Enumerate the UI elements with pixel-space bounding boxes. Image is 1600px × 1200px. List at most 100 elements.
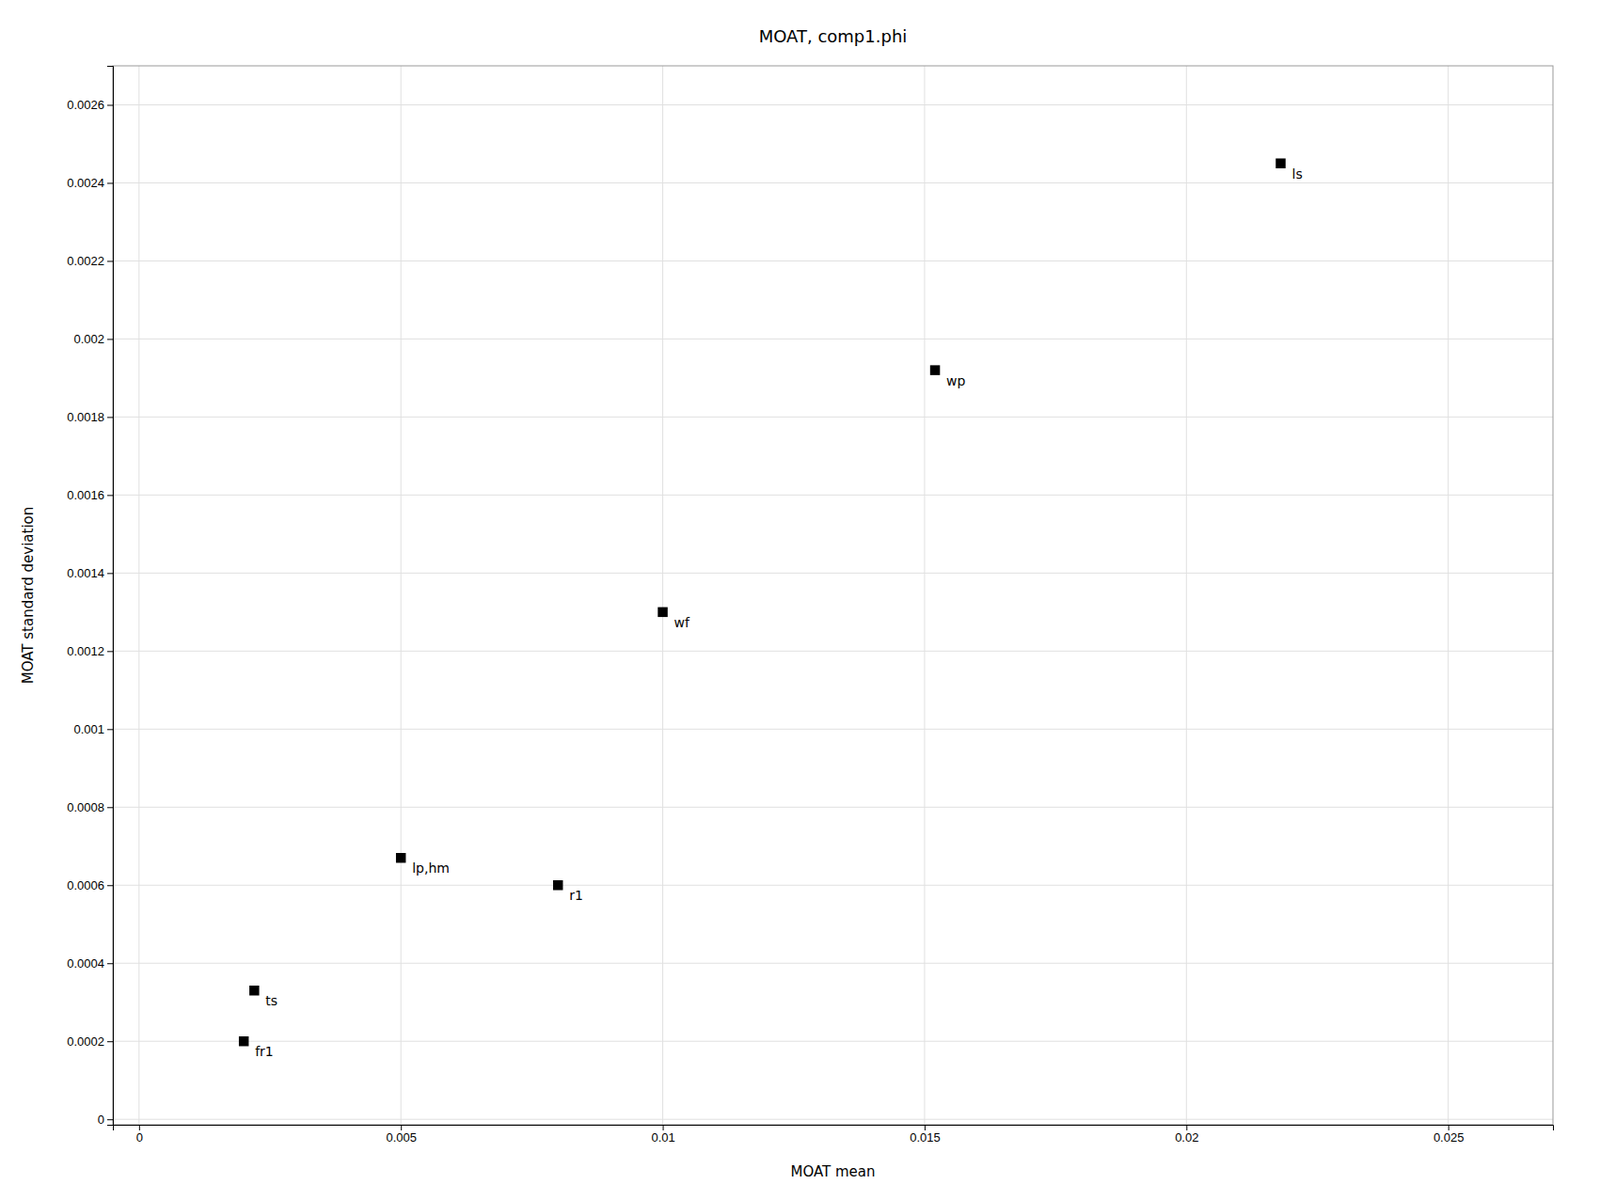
grid-line: [112, 885, 1553, 887]
annotations: ls wp wf lp,hm r1 ts fr1: [254, 166, 1303, 1060]
point: [657, 607, 667, 618]
y-axis: 0 0.0002 0.0004 0.0006 0.0008 0.001 0.0012 0.00…: [66, 66, 113, 1127]
y-axis-tick: 0.0014: [66, 566, 113, 581]
annotation: lp,hm: [411, 860, 450, 876]
x-axis-tick: 0.005: [385, 1124, 417, 1145]
x-axis-tick: 0.02: [1174, 1124, 1199, 1145]
grid: [112, 65, 1553, 1125]
y-axis-tick-mark: [107, 182, 113, 184]
y-axis-tick-mark: [107, 260, 113, 262]
y-axis-tick-mark: [107, 650, 113, 652]
grid-line: [112, 416, 1553, 418]
y-axis-tick: 0.0024: [66, 175, 113, 191]
x-axis-tick-label: 0.005: [385, 1130, 417, 1145]
grid-line: [112, 650, 1553, 652]
y-axis-title: MOAT standard deviation: [19, 506, 37, 685]
point: [396, 853, 406, 863]
x-axis-tick-label: 0.02: [1174, 1130, 1199, 1145]
point: [930, 364, 940, 375]
y-axis-tick-mark: [107, 963, 113, 965]
grid-line: [138, 65, 140, 1125]
annotation: ts: [265, 993, 278, 1009]
x-axis-tick-mark: [139, 1124, 141, 1131]
y-axis-tick-mark: [107, 885, 113, 887]
grid-line: [112, 963, 1553, 965]
y-axis-tick-mark: [107, 807, 113, 808]
y-axis-tick-label: 0.0026: [66, 97, 105, 112]
y-axis-tick-label: 0.0006: [66, 878, 105, 893]
grid-line: [112, 182, 1553, 184]
grid-line: [112, 572, 1553, 574]
y-axis-tick: 0.0018: [66, 410, 113, 425]
y-axis-tick-label: 0.0008: [66, 800, 105, 815]
grid-line: [112, 338, 1553, 340]
y-axis-tick: 0.0026: [66, 97, 113, 112]
grid-line: [662, 65, 664, 1125]
y-axis-tick-mark: [107, 572, 113, 574]
point: [553, 880, 563, 890]
plot-frame: [112, 65, 1553, 1125]
y-axis-tick: 0.0002: [66, 1034, 113, 1049]
x-axis-tick-mark: [400, 1124, 402, 1131]
chart: 0 0.005 0.01 0.015 0.02 0.025 0 0.0002 0.0004 0.0…: [0, 0, 1600, 1200]
y-axis-tick: 0.002: [73, 332, 113, 347]
y-axis-tick-label: 0.0016: [66, 488, 105, 503]
x-axis-tick-mark: [924, 1124, 926, 1131]
x-axis-title: MOAT mean: [790, 1163, 875, 1181]
y-axis-tick-mark: [107, 338, 113, 340]
y-axis-tick: 0.0008: [66, 800, 113, 815]
x-axis-tick-label: 0.01: [650, 1130, 675, 1145]
x-axis-tick: 0.015: [909, 1124, 941, 1145]
y-axis-tick-label: 0.0012: [66, 644, 105, 659]
annotation: r1: [569, 887, 584, 903]
x-axis-tick: 0.025: [1433, 1124, 1465, 1145]
y-axis-tick-label: 0.0018: [66, 410, 105, 425]
y-axis-tick-label: 0.002: [73, 332, 105, 347]
y-axis-tick-mark: [107, 416, 113, 418]
x-axis-tick-label: 0: [136, 1130, 143, 1145]
y-axis-tick-label: 0.0004: [66, 956, 105, 971]
annotation: wf: [674, 615, 691, 631]
points: [238, 158, 1286, 1046]
grid-line: [1447, 65, 1449, 1125]
x-axis-tick-label: 0.015: [909, 1130, 941, 1145]
y-axis-tick: 0.0006: [66, 878, 113, 893]
grid-line: [112, 1119, 1553, 1121]
x-axis: 0 0.005 0.01 0.015 0.02 0.025: [113, 1124, 1554, 1145]
y-axis-tick-label: 0.001: [73, 722, 105, 737]
y-axis-tick-label: 0: [97, 1112, 105, 1127]
y-axis-tick-mark: [107, 104, 113, 106]
x-axis-tick-mark: [663, 1124, 665, 1131]
x-axis-tick-mark: [1448, 1124, 1450, 1131]
x-axis-line: [113, 1125, 1554, 1132]
grid-line: [112, 260, 1553, 262]
grid-line: [112, 104, 1553, 106]
grid-line: [400, 65, 402, 1125]
y-axis-tick-label: 0.0002: [66, 1034, 105, 1049]
x-axis-tick: 0.01: [650, 1124, 675, 1145]
y-axis-tick: 0.0016: [66, 488, 113, 503]
point: [249, 985, 259, 996]
grid-line: [112, 807, 1553, 808]
annotation: wp: [946, 373, 966, 389]
y-axis-tick: 0: [97, 1112, 113, 1127]
y-axis-tick-mark: [107, 1119, 113, 1121]
point: [238, 1036, 249, 1046]
grid-line: [923, 65, 925, 1125]
x-axis-tick-label: 0.025: [1433, 1130, 1465, 1145]
annotation: ls: [1292, 166, 1303, 182]
grid-line: [1186, 65, 1188, 1125]
y-axis-tick: 0.0022: [66, 253, 113, 269]
y-axis-tick: 0.001: [73, 722, 113, 737]
x-axis-tick-mark: [1186, 1124, 1188, 1131]
grid-line: [112, 728, 1553, 730]
y-axis-tick-mark: [107, 1041, 113, 1043]
y-axis-tick-label: 0.0024: [66, 175, 105, 191]
y-axis-tick-label: 0.0014: [66, 566, 105, 581]
grid-line: [112, 1041, 1553, 1043]
title: MOAT, comp1.phi: [759, 26, 908, 47]
annotation: fr1: [254, 1044, 274, 1060]
y-axis-tick-mark: [107, 494, 113, 496]
y-axis-tick: 0.0004: [66, 956, 113, 971]
y-axis-tick-label: 0.0022: [66, 253, 105, 269]
